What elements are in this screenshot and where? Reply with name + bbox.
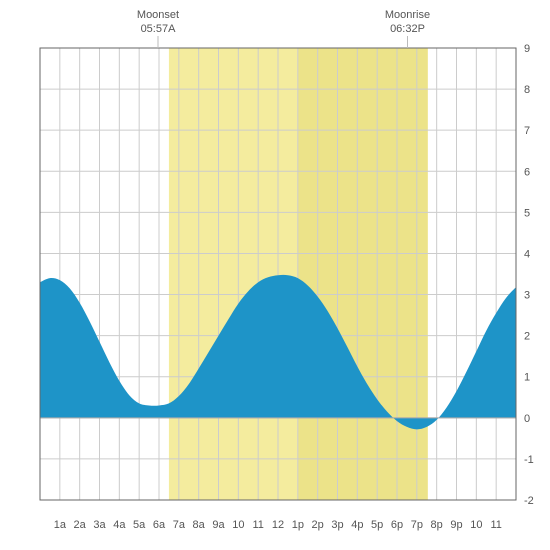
x-tick-label: 2p: [312, 519, 324, 531]
x-tick-label: 8p: [431, 519, 443, 531]
y-tick-label: 7: [524, 125, 530, 137]
y-tick-label: -2: [524, 495, 534, 507]
x-tick-label: 10: [232, 519, 244, 531]
x-tick-label: 9a: [212, 519, 225, 531]
x-tick-label: 9p: [450, 519, 462, 531]
x-tick-label: 3a: [93, 519, 106, 531]
moonset-title: Moonset: [137, 9, 179, 21]
x-tick-label: 11: [490, 519, 501, 531]
x-tick-label: 1p: [292, 519, 304, 531]
y-tick-label: 4: [524, 248, 530, 260]
moonrise-time: 06:32P: [390, 23, 425, 35]
y-tick-label: 2: [524, 331, 530, 343]
x-tick-label: 3p: [331, 519, 343, 531]
y-tick-label: 5: [524, 207, 530, 219]
moonset-time: 05:57A: [141, 23, 177, 35]
x-tick-label: 1a: [54, 519, 67, 531]
y-tick-label: -1: [524, 454, 534, 466]
x-tick-label: 5a: [133, 519, 146, 531]
y-tick-label: 8: [524, 84, 530, 96]
x-tick-label: 12: [272, 519, 284, 531]
x-tick-label: 11: [252, 519, 263, 531]
y-tick-label: 6: [524, 166, 530, 178]
y-tick-label: 3: [524, 290, 530, 302]
y-tick-label: 1: [524, 372, 530, 384]
y-tick-label: 0: [524, 413, 530, 425]
x-tick-label: 6a: [153, 519, 166, 531]
chart-svg: -2-101234567891a2a3a4a5a6a7a8a9a1011121p…: [0, 0, 550, 550]
x-tick-label: 6p: [391, 519, 403, 531]
x-tick-label: 7p: [411, 519, 423, 531]
tide-chart: -2-101234567891a2a3a4a5a6a7a8a9a1011121p…: [0, 0, 550, 550]
x-tick-label: 4p: [351, 519, 363, 531]
x-tick-label: 8a: [193, 519, 206, 531]
moonrise-title: Moonrise: [385, 9, 430, 21]
x-tick-label: 7a: [173, 519, 186, 531]
x-tick-label: 5p: [371, 519, 383, 531]
y-tick-label: 9: [524, 43, 530, 55]
x-tick-label: 10: [470, 519, 482, 531]
x-tick-label: 2a: [74, 519, 87, 531]
x-tick-label: 4a: [113, 519, 126, 531]
tide-area: [40, 275, 516, 429]
